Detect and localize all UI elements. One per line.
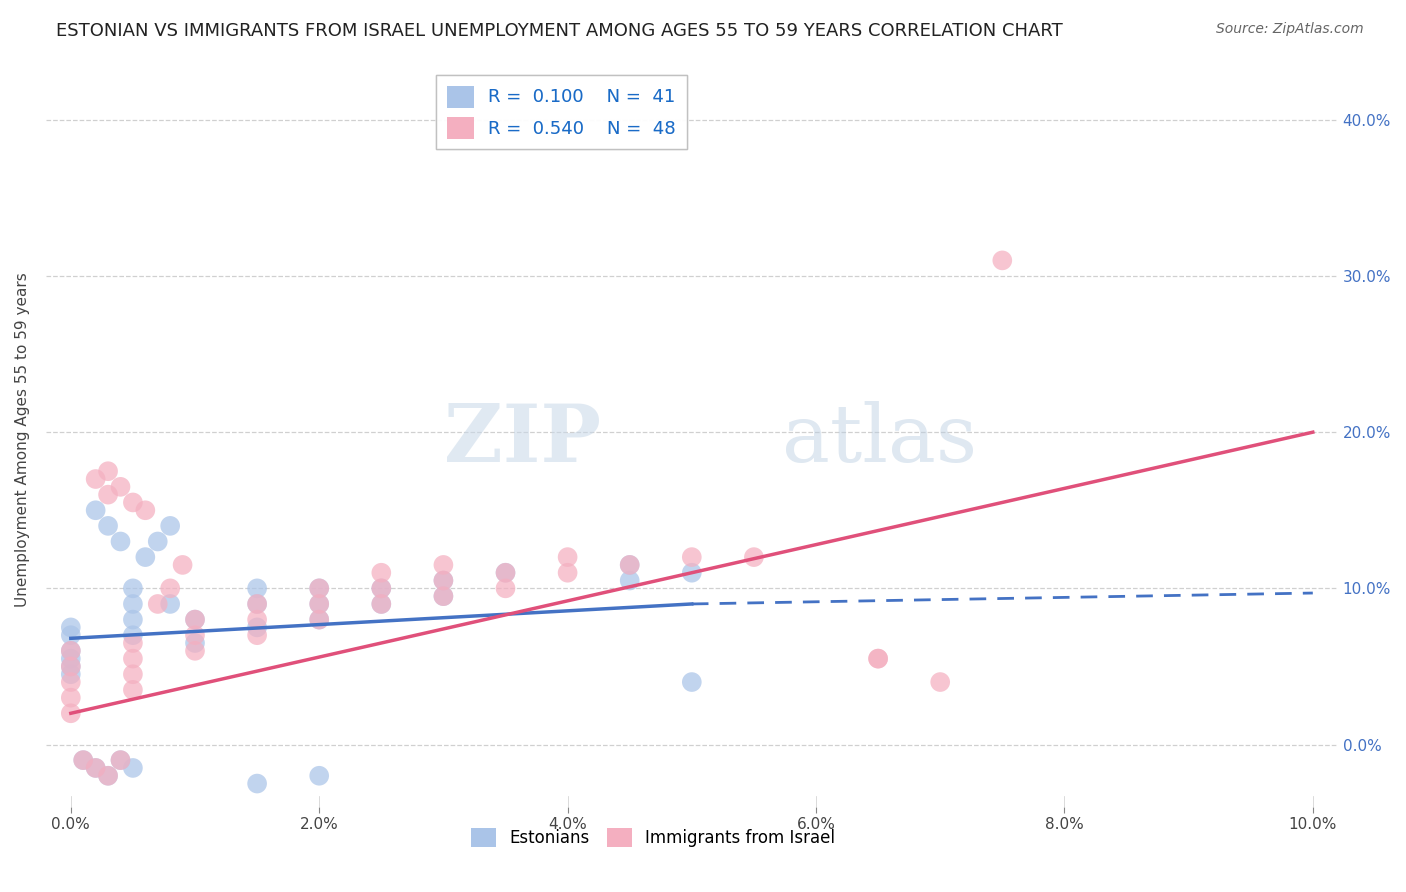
Point <box>432 589 454 603</box>
Point <box>929 675 952 690</box>
Point <box>432 574 454 588</box>
Point <box>681 675 703 690</box>
Point <box>122 651 145 665</box>
Point <box>557 566 579 580</box>
Point <box>159 582 181 596</box>
Text: atlas: atlas <box>782 401 977 479</box>
Point <box>159 519 181 533</box>
Point <box>122 761 145 775</box>
Point <box>134 503 156 517</box>
Point <box>742 550 765 565</box>
Point <box>122 628 145 642</box>
Point <box>246 613 269 627</box>
Point <box>308 582 330 596</box>
Point <box>134 550 156 565</box>
Point <box>432 574 454 588</box>
Point <box>146 597 169 611</box>
Point <box>681 550 703 565</box>
Point <box>619 558 641 572</box>
Point <box>495 566 517 580</box>
Point <box>110 753 132 767</box>
Point <box>246 597 269 611</box>
Point <box>184 644 207 658</box>
Point <box>308 769 330 783</box>
Legend: R =  0.100    N =  41, R =  0.540    N =  48: R = 0.100 N = 41, R = 0.540 N = 48 <box>436 75 688 150</box>
Point <box>619 558 641 572</box>
Point <box>122 495 145 509</box>
Point <box>110 534 132 549</box>
Point <box>59 675 82 690</box>
Point <box>308 613 330 627</box>
Point <box>122 597 145 611</box>
Point <box>681 566 703 580</box>
Point <box>84 761 107 775</box>
Point <box>59 690 82 705</box>
Y-axis label: Unemployment Among Ages 55 to 59 years: Unemployment Among Ages 55 to 59 years <box>15 273 30 607</box>
Point <box>184 628 207 642</box>
Point <box>370 582 392 596</box>
Point <box>184 613 207 627</box>
Point <box>122 682 145 697</box>
Point <box>246 628 269 642</box>
Point <box>59 659 82 673</box>
Point <box>110 753 132 767</box>
Point <box>59 659 82 673</box>
Point <box>619 574 641 588</box>
Point <box>495 566 517 580</box>
Point <box>246 597 269 611</box>
Text: ZIP: ZIP <box>444 401 602 479</box>
Point <box>308 613 330 627</box>
Point <box>84 472 107 486</box>
Point <box>184 636 207 650</box>
Point <box>97 769 120 783</box>
Point <box>370 597 392 611</box>
Point <box>110 480 132 494</box>
Point <box>495 582 517 596</box>
Point <box>308 597 330 611</box>
Point <box>991 253 1014 268</box>
Point <box>432 558 454 572</box>
Text: ESTONIAN VS IMMIGRANTS FROM ISRAEL UNEMPLOYMENT AMONG AGES 55 TO 59 YEARS CORREL: ESTONIAN VS IMMIGRANTS FROM ISRAEL UNEMP… <box>56 22 1063 40</box>
Point <box>308 597 330 611</box>
Point <box>246 776 269 790</box>
Point <box>59 706 82 721</box>
Point <box>308 582 330 596</box>
Point <box>122 667 145 681</box>
Point <box>97 464 120 478</box>
Point <box>97 519 120 533</box>
Point <box>172 558 194 572</box>
Point <box>184 613 207 627</box>
Point <box>72 753 94 767</box>
Point <box>97 769 120 783</box>
Point <box>159 597 181 611</box>
Point <box>246 620 269 634</box>
Point <box>122 613 145 627</box>
Point <box>97 488 120 502</box>
Point <box>59 651 82 665</box>
Point <box>84 761 107 775</box>
Point <box>868 651 890 665</box>
Point <box>370 582 392 596</box>
Point <box>122 636 145 650</box>
Point <box>868 651 890 665</box>
Point <box>59 644 82 658</box>
Point <box>370 597 392 611</box>
Point <box>246 582 269 596</box>
Point <box>72 753 94 767</box>
Point <box>370 566 392 580</box>
Point <box>59 644 82 658</box>
Point <box>432 589 454 603</box>
Point <box>84 503 107 517</box>
Point <box>59 628 82 642</box>
Point <box>59 667 82 681</box>
Text: Source: ZipAtlas.com: Source: ZipAtlas.com <box>1216 22 1364 37</box>
Point <box>146 534 169 549</box>
Point <box>122 582 145 596</box>
Point <box>557 550 579 565</box>
Point <box>59 620 82 634</box>
